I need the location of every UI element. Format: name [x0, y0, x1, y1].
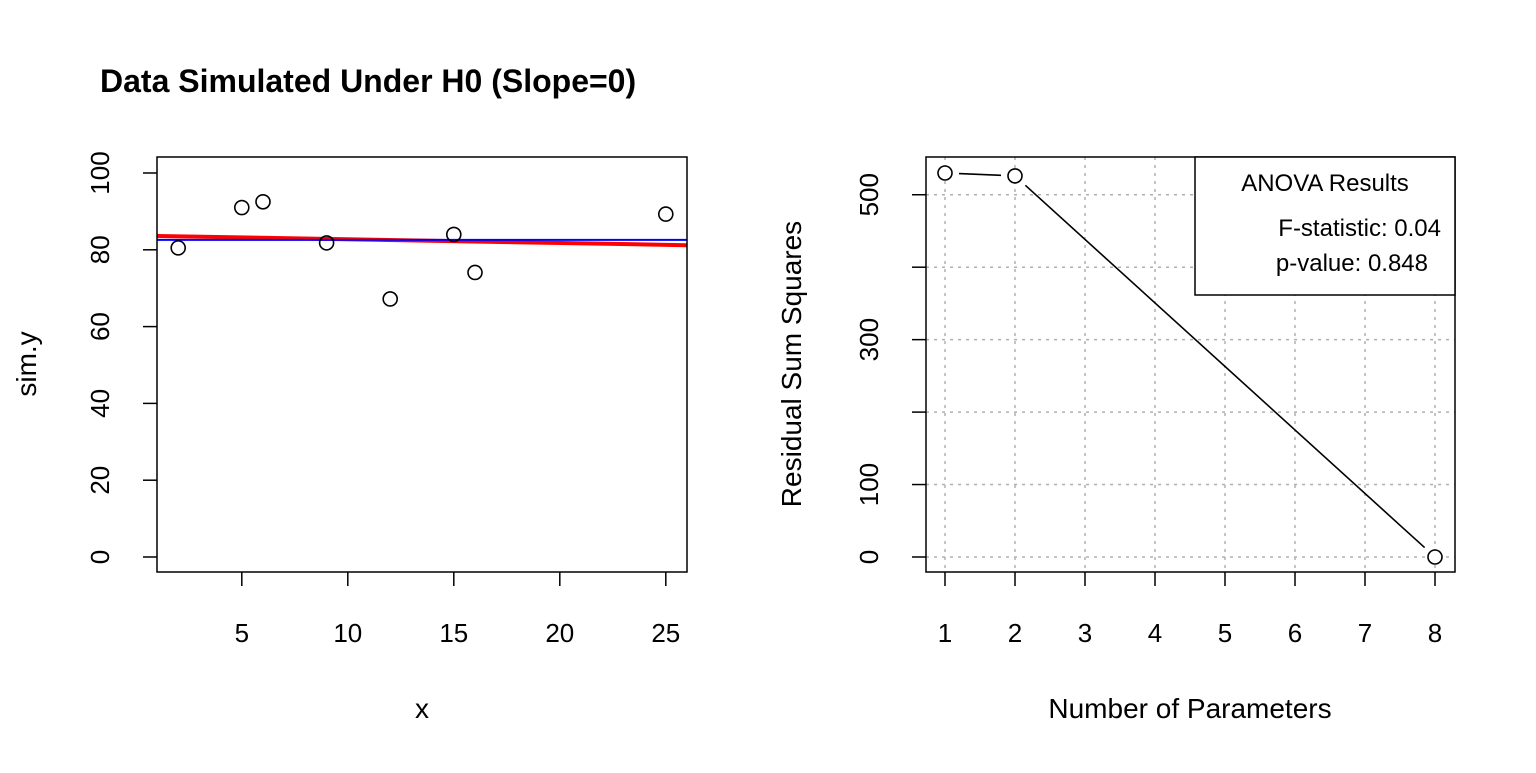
- scatter-point: [255, 194, 271, 210]
- right-x-tick-label: 7: [1358, 618, 1372, 648]
- left-y-tick-label: 60: [85, 312, 115, 341]
- legend-title: ANOVA Results: [1241, 170, 1409, 197]
- left-y-tick-label: 40: [85, 389, 115, 418]
- legend-box: [1194, 156, 1456, 296]
- rss-line-segment: [958, 172, 1002, 177]
- rss-point: [937, 165, 953, 181]
- left-x-tick-label: 10: [333, 618, 362, 648]
- legend-f-statistic: F-statistic: 0.04: [1278, 215, 1441, 242]
- left-y-tick-label: 0: [85, 550, 115, 564]
- right-x-tick-label: 1: [938, 618, 952, 648]
- rss-line-segment: [1024, 184, 1426, 549]
- right-x-tick-label: 5: [1218, 618, 1232, 648]
- chart-title: Data Simulated Under H0 (Slope=0): [100, 63, 636, 99]
- rss-point: [1427, 549, 1443, 565]
- left-panel: Data Simulated Under H0 (Slope=0) 5 10 15 2…: [11, 63, 688, 724]
- right-plot-area: 1 2 3 4 5 6 7 8 0 100 300 500: [854, 157, 1455, 648]
- left-x-axis-label: x: [415, 693, 429, 724]
- scatter-point: [467, 264, 483, 281]
- left-x-tick-label: 25: [651, 618, 680, 648]
- right-y-tick-label: 300: [854, 318, 884, 361]
- right-x-tick-label: 3: [1078, 618, 1092, 648]
- left-plot-area: 5 10 15 20 25 0 20 40 60 80 100: [85, 151, 688, 648]
- scatter-point: [445, 226, 462, 243]
- legend-p-value: p-value: 0.848: [1276, 250, 1428, 277]
- scatter-point: [234, 199, 250, 216]
- left-x-tick-label: 20: [545, 618, 574, 648]
- right-y-tick-label: 100: [854, 463, 884, 506]
- right-x-tick-label: 6: [1288, 618, 1302, 648]
- left-y-axis-label: sim.y: [11, 331, 42, 396]
- right-y-tick-label: 0: [854, 550, 884, 564]
- rss-point: [1007, 168, 1023, 184]
- right-y-axis-label: Residual Sum Squares: [776, 221, 807, 507]
- right-plot-frame: [925, 156, 1456, 573]
- right-panel: 1 2 3 4 5 6 7 8 0 100 300 500 ANOVA Results F-stati…: [776, 156, 1456, 724]
- scatter-point: [657, 206, 674, 222]
- right-x-tick-label: 4: [1148, 618, 1162, 648]
- scatter-point: [318, 235, 335, 251]
- left-x-tick-label: 15: [439, 618, 468, 648]
- right-y-tick-label: 500: [854, 173, 884, 216]
- left-y-tick-label: 100: [85, 151, 115, 194]
- scatter-point: [170, 240, 186, 256]
- left-x-tick-label: 5: [235, 618, 249, 648]
- scatter-point: [382, 291, 399, 307]
- left-plot-frame: [156, 156, 688, 573]
- right-x-axis-label: Number of Parameters: [1048, 693, 1331, 724]
- right-x-tick-label: 2: [1008, 618, 1022, 648]
- left-y-tick-label: 80: [85, 235, 115, 264]
- right-x-tick-label: 8: [1428, 618, 1442, 648]
- legend: ANOVA Results F-statistic: 0.04 p-value:…: [1194, 156, 1456, 296]
- left-y-tick-label: 20: [85, 466, 115, 495]
